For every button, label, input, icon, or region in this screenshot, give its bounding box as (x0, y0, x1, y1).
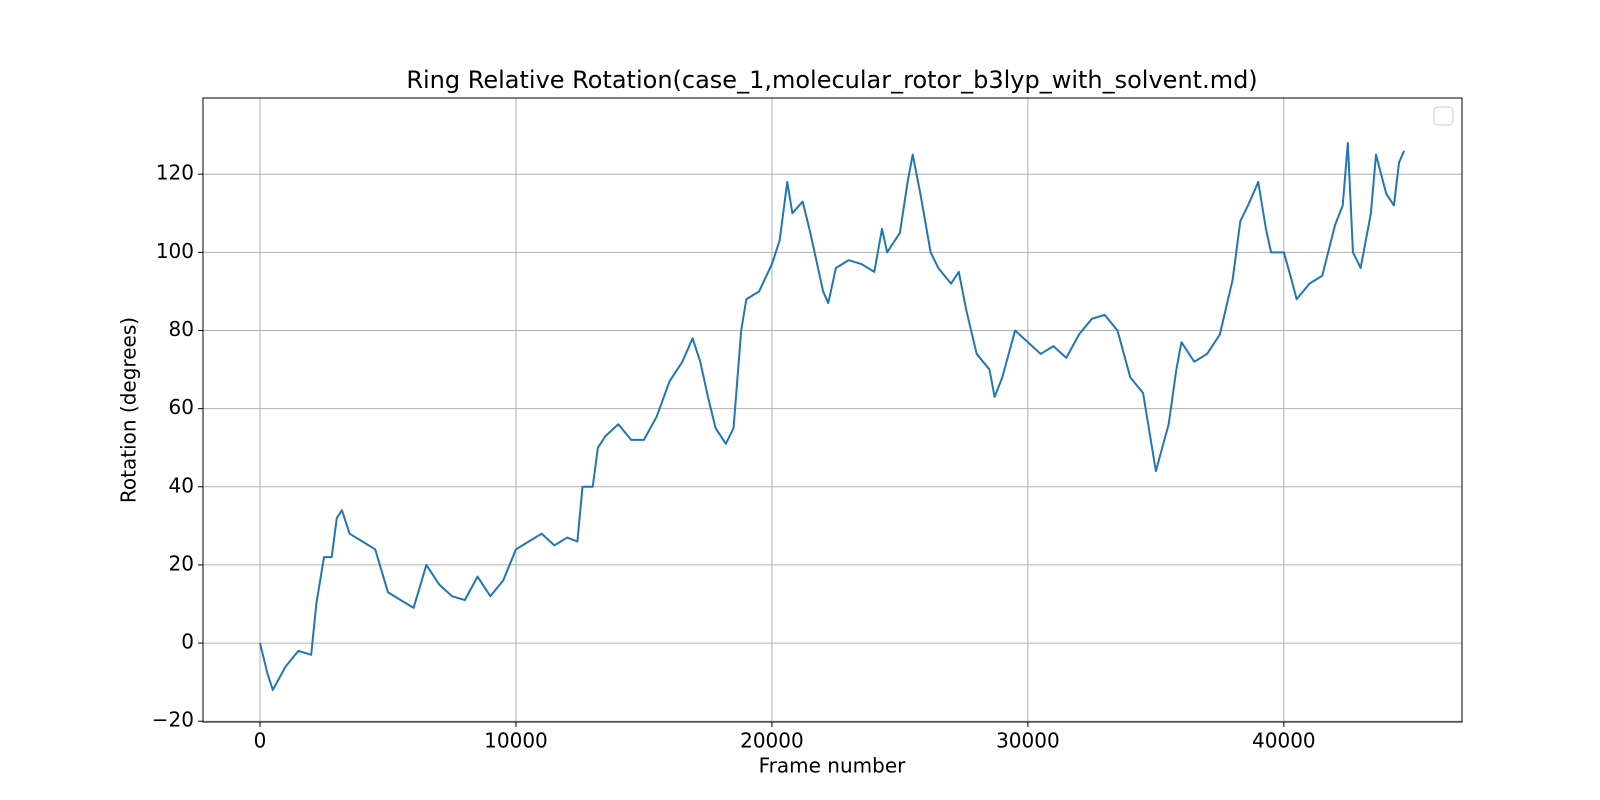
data-line (259, 141, 1406, 691)
x-tick-label: 0 (254, 729, 267, 753)
x-axis-label: Frame number (759, 754, 907, 778)
x-tick-label: 40000 (1252, 729, 1316, 753)
x-tick-label: 20000 (740, 729, 804, 753)
x-tick-label: 30000 (996, 729, 1060, 753)
y-tick-label: 40 (169, 473, 194, 497)
y-tick-label: 0 (181, 630, 194, 654)
x-tick-label: 10000 (484, 729, 548, 753)
axes-frame (202, 97, 1463, 723)
legend (1433, 106, 1454, 126)
y-tick-label: 60 (169, 395, 194, 419)
y-tick-label: 20 (169, 551, 194, 575)
y-tick-label: −20 (152, 708, 194, 732)
y-axis-label: Rotation (degrees) (117, 317, 141, 503)
chart-title: Ring Relative Rotation(case_1,molecular_… (406, 66, 1257, 94)
y-tick-label: 80 (169, 317, 194, 341)
plot-area: −20 0 20 40 60 80 100 120 0 10000 20000 30000 40000 (152, 98, 1462, 753)
y-tick-label: 120 (156, 161, 194, 185)
y-tick-label: 100 (156, 239, 194, 263)
